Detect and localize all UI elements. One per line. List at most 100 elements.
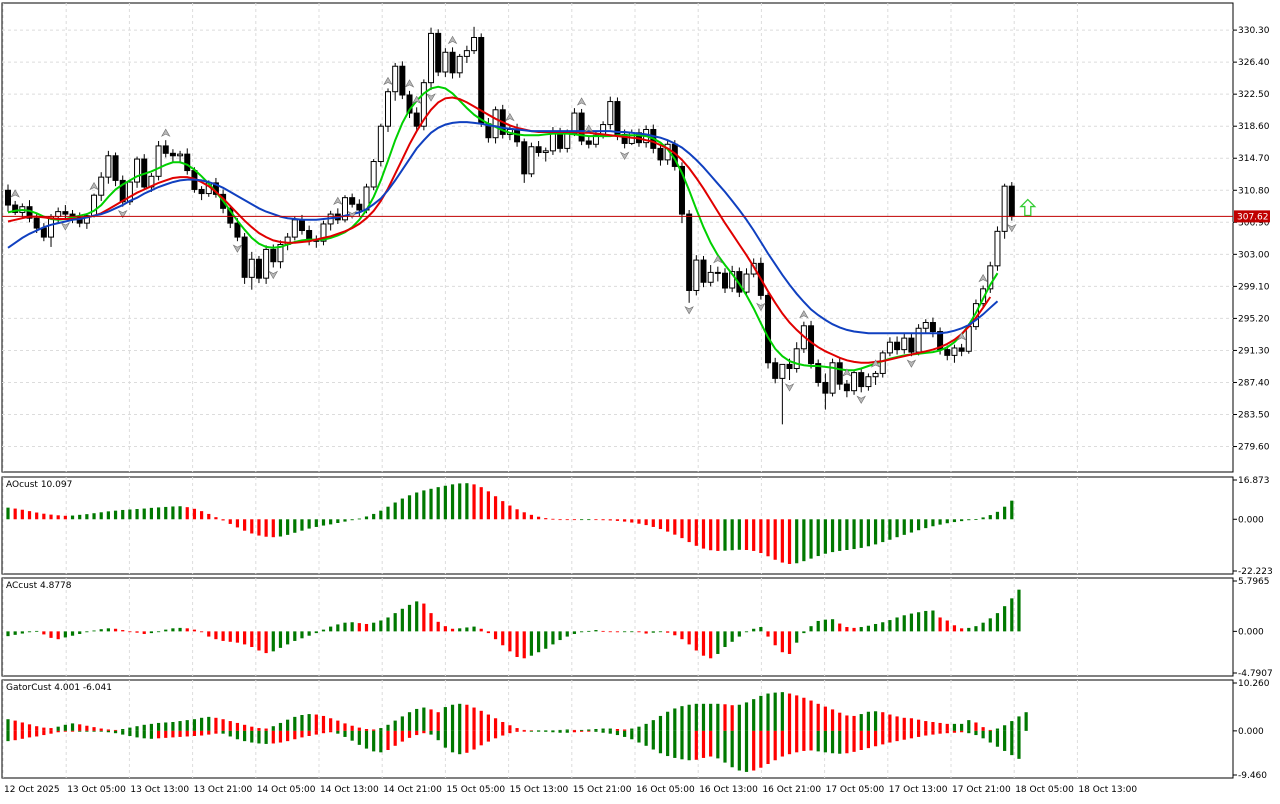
- candle[interactable]: [277, 240, 284, 269]
- gator-bar: [580, 729, 584, 731]
- candle[interactable]: [994, 226, 1001, 271]
- candle[interactable]: [255, 255, 262, 284]
- candle[interactable]: [471, 26, 478, 54]
- candle[interactable]: [463, 45, 470, 63]
- gator-bar: [952, 723, 957, 731]
- candle[interactable]: [614, 97, 621, 141]
- candle[interactable]: [198, 186, 205, 201]
- candle[interactable]: [399, 61, 406, 100]
- candle[interactable]: [263, 245, 270, 284]
- candle[interactable]: [886, 337, 893, 357]
- candle[interactable]: [714, 266, 721, 282]
- ac-bar: [128, 631, 132, 633]
- candle[interactable]: [722, 268, 728, 293]
- gator-bar: [149, 723, 153, 731]
- candle[interactable]: [585, 136, 592, 149]
- candle[interactable]: [879, 350, 886, 378]
- candle[interactable]: [951, 344, 958, 363]
- candle[interactable]: [449, 47, 456, 79]
- candle[interactable]: [908, 333, 915, 357]
- candle[interactable]: [521, 138, 528, 183]
- candle[interactable]: [987, 261, 994, 293]
- candle[interactable]: [772, 357, 779, 384]
- candle[interactable]: [155, 140, 162, 181]
- candle[interactable]: [413, 107, 420, 132]
- candle[interactable]: [385, 88, 392, 132]
- y-tick-label: 322.50: [1238, 90, 1270, 100]
- ac-bar: [70, 631, 75, 636]
- candle[interactable]: [865, 373, 872, 391]
- candle[interactable]: [700, 255, 707, 288]
- candle[interactable]: [420, 79, 427, 131]
- candle[interactable]: [729, 265, 736, 293]
- candle[interactable]: [958, 343, 965, 357]
- candle[interactable]: [478, 33, 485, 128]
- candle[interactable]: [248, 251, 255, 290]
- gator-bar: [673, 708, 677, 731]
- ao-bar: [343, 519, 347, 522]
- candle[interactable]: [112, 152, 119, 187]
- candle[interactable]: [542, 147, 549, 162]
- candle[interactable]: [241, 232, 248, 284]
- gator-bar: [450, 704, 455, 731]
- candle[interactable]: [578, 108, 585, 146]
- candle[interactable]: [370, 159, 377, 191]
- candle[interactable]: [843, 380, 850, 398]
- candle[interactable]: [822, 373, 829, 410]
- candle[interactable]: [392, 62, 399, 101]
- candle[interactable]: [922, 319, 929, 335]
- candle[interactable]: [657, 145, 664, 166]
- candle[interactable]: [320, 220, 327, 246]
- candle[interactable]: [456, 53, 463, 78]
- candle[interactable]: [836, 357, 843, 390]
- gator-bar: [243, 730, 247, 742]
- candle[interactable]: [858, 368, 865, 393]
- candle[interactable]: [901, 334, 908, 354]
- candle[interactable]: [341, 195, 348, 223]
- candle[interactable]: [786, 358, 793, 381]
- candle[interactable]: [686, 209, 693, 303]
- candle[interactable]: [707, 265, 714, 287]
- gator-bar: [228, 721, 232, 731]
- ao-bar: [336, 519, 340, 523]
- candle[interactable]: [743, 268, 750, 297]
- candle[interactable]: [435, 29, 442, 77]
- candle[interactable]: [377, 123, 384, 167]
- ao-bar: [838, 519, 842, 551]
- candle[interactable]: [406, 90, 413, 118]
- candle[interactable]: [91, 193, 98, 218]
- candle[interactable]: [5, 184, 11, 212]
- candle[interactable]: [693, 255, 700, 296]
- candle[interactable]: [349, 193, 356, 208]
- candle[interactable]: [829, 358, 836, 397]
- candle[interactable]: [162, 140, 169, 158]
- candle[interactable]: [12, 200, 19, 215]
- candle[interactable]: [607, 96, 614, 130]
- candle[interactable]: [793, 342, 800, 373]
- candle[interactable]: [169, 149, 176, 163]
- candle[interactable]: [442, 48, 449, 77]
- candle[interactable]: [894, 336, 901, 355]
- candle[interactable]: [808, 320, 815, 369]
- candle[interactable]: [535, 140, 542, 157]
- candle[interactable]: [528, 142, 535, 178]
- candle[interactable]: [177, 150, 184, 164]
- candle[interactable]: [356, 199, 363, 217]
- candle[interactable]: [765, 291, 772, 369]
- candle[interactable]: [779, 363, 786, 425]
- candle[interactable]: [134, 156, 141, 188]
- candle[interactable]: [492, 106, 499, 144]
- candle[interactable]: [815, 359, 822, 387]
- candle[interactable]: [83, 213, 90, 229]
- candle[interactable]: [184, 148, 191, 175]
- candle[interactable]: [105, 150, 112, 184]
- candle[interactable]: [1001, 183, 1008, 239]
- candle[interactable]: [851, 370, 858, 395]
- candle[interactable]: [872, 370, 879, 385]
- candle[interactable]: [428, 27, 435, 91]
- candle[interactable]: [1008, 182, 1015, 221]
- candle[interactable]: [915, 324, 922, 356]
- candle[interactable]: [98, 172, 105, 201]
